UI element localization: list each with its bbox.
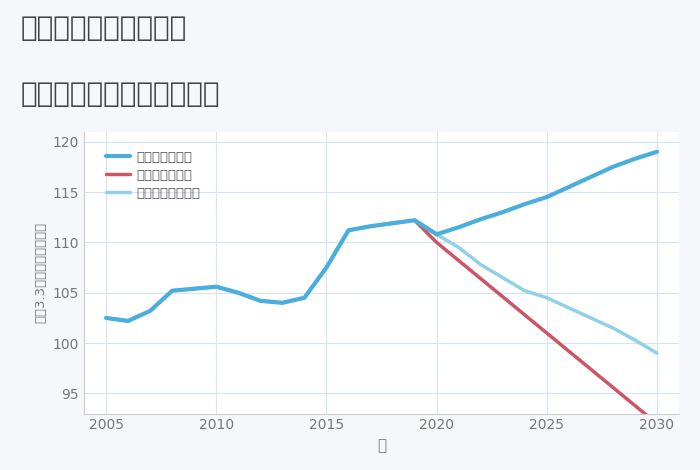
ノーマルシナリオ <box>521 288 529 294</box>
ノーマルシナリオ <box>433 232 441 237</box>
ノーマルシナリオ <box>565 305 573 311</box>
グッドシナリオ <box>212 284 220 290</box>
グッドシナリオ <box>389 220 397 226</box>
グッドシナリオ <box>168 288 176 294</box>
グッドシナリオ <box>587 174 595 180</box>
ノーマルシナリオ <box>124 318 132 324</box>
ノーマルシナリオ <box>344 227 353 233</box>
グッドシナリオ <box>609 164 617 170</box>
Line: ノーマルシナリオ: ノーマルシナリオ <box>106 220 657 353</box>
ノーマルシナリオ <box>653 350 662 356</box>
ノーマルシナリオ <box>234 290 242 296</box>
グッドシナリオ <box>146 308 154 313</box>
バッドシナリオ <box>542 330 551 336</box>
Line: グッドシナリオ: グッドシナリオ <box>106 152 657 321</box>
Y-axis label: 坪（3.3㎡）単価（万円）: 坪（3.3㎡）単価（万円） <box>34 222 47 323</box>
グッドシナリオ <box>256 298 265 304</box>
Line: バッドシナリオ: バッドシナリオ <box>414 220 657 423</box>
バッドシナリオ <box>410 218 419 223</box>
X-axis label: 年: 年 <box>377 438 386 453</box>
グッドシナリオ <box>477 216 485 222</box>
ノーマルシナリオ <box>366 223 375 229</box>
グッドシナリオ <box>278 300 286 306</box>
ノーマルシナリオ <box>322 265 330 270</box>
グッドシナリオ <box>542 194 551 200</box>
グッドシナリオ <box>124 318 132 324</box>
ノーマルシナリオ <box>410 218 419 223</box>
ノーマルシナリオ <box>146 308 154 313</box>
Legend: グッドシナリオ, バッドシナリオ, ノーマルシナリオ: グッドシナリオ, バッドシナリオ, ノーマルシナリオ <box>102 147 205 204</box>
Text: 岐阜県関市四季ノ台の: 岐阜県関市四季ノ台の <box>21 14 188 42</box>
ノーマルシナリオ <box>498 275 507 281</box>
ノーマルシナリオ <box>631 337 639 343</box>
Text: 中古マンションの価格推移: 中古マンションの価格推移 <box>21 80 221 108</box>
ノーマルシナリオ <box>609 325 617 331</box>
グッドシナリオ <box>498 209 507 215</box>
ノーマルシナリオ <box>542 295 551 301</box>
バッドシナリオ <box>653 421 662 426</box>
ノーマルシナリオ <box>168 288 176 294</box>
グッドシナリオ <box>102 315 110 321</box>
ノーマルシナリオ <box>587 315 595 321</box>
グッドシナリオ <box>565 184 573 190</box>
グッドシナリオ <box>631 156 639 162</box>
バッドシナリオ <box>433 240 441 245</box>
グッドシナリオ <box>234 290 242 296</box>
グッドシナリオ <box>344 227 353 233</box>
ノーマルシナリオ <box>102 315 110 321</box>
グッドシナリオ <box>433 232 441 237</box>
ノーマルシナリオ <box>477 262 485 267</box>
ノーマルシナリオ <box>300 295 309 301</box>
グッドシナリオ <box>366 223 375 229</box>
ノーマルシナリオ <box>212 284 220 290</box>
グッドシナリオ <box>521 201 529 207</box>
グッドシナリオ <box>653 149 662 155</box>
ノーマルシナリオ <box>278 300 286 306</box>
ノーマルシナリオ <box>256 298 265 304</box>
ノーマルシナリオ <box>389 220 397 226</box>
グッドシナリオ <box>322 265 330 270</box>
グッドシナリオ <box>410 218 419 223</box>
グッドシナリオ <box>300 295 309 301</box>
ノーマルシナリオ <box>454 244 463 250</box>
グッドシナリオ <box>190 286 198 291</box>
グッドシナリオ <box>454 225 463 230</box>
ノーマルシナリオ <box>190 286 198 291</box>
